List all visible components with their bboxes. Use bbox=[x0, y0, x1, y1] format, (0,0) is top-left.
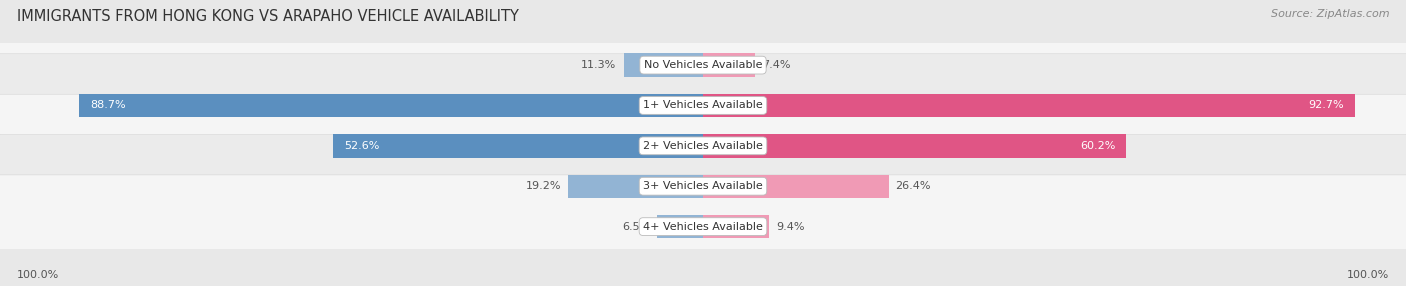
Text: 92.7%: 92.7% bbox=[1309, 100, 1344, 110]
Text: 60.2%: 60.2% bbox=[1080, 141, 1116, 151]
FancyBboxPatch shape bbox=[0, 175, 1406, 278]
Text: 26.4%: 26.4% bbox=[896, 181, 931, 191]
Text: Source: ZipAtlas.com: Source: ZipAtlas.com bbox=[1271, 9, 1389, 19]
Bar bbox=[624, 53, 703, 77]
Bar bbox=[657, 215, 703, 238]
Text: 11.3%: 11.3% bbox=[581, 60, 616, 70]
FancyBboxPatch shape bbox=[0, 94, 1406, 198]
Text: 7.4%: 7.4% bbox=[762, 60, 790, 70]
Bar bbox=[79, 94, 703, 117]
Text: 2+ Vehicles Available: 2+ Vehicles Available bbox=[643, 141, 763, 151]
Text: 88.7%: 88.7% bbox=[90, 100, 125, 110]
Text: 6.5%: 6.5% bbox=[621, 222, 650, 232]
Text: 19.2%: 19.2% bbox=[526, 181, 561, 191]
Text: 100.0%: 100.0% bbox=[1347, 270, 1389, 280]
Text: 52.6%: 52.6% bbox=[343, 141, 380, 151]
Text: 3+ Vehicles Available: 3+ Vehicles Available bbox=[643, 181, 763, 191]
Bar bbox=[703, 174, 889, 198]
Text: 9.4%: 9.4% bbox=[776, 222, 804, 232]
FancyBboxPatch shape bbox=[0, 134, 1406, 238]
Bar bbox=[703, 94, 1355, 117]
Bar bbox=[333, 134, 703, 158]
Bar bbox=[703, 215, 769, 238]
Bar bbox=[703, 53, 755, 77]
Text: IMMIGRANTS FROM HONG KONG VS ARAPAHO VEHICLE AVAILABILITY: IMMIGRANTS FROM HONG KONG VS ARAPAHO VEH… bbox=[17, 9, 519, 23]
Text: No Vehicles Available: No Vehicles Available bbox=[644, 60, 762, 70]
FancyBboxPatch shape bbox=[0, 13, 1406, 117]
Text: 4+ Vehicles Available: 4+ Vehicles Available bbox=[643, 222, 763, 232]
Bar bbox=[568, 174, 703, 198]
Text: 1+ Vehicles Available: 1+ Vehicles Available bbox=[643, 100, 763, 110]
Text: 100.0%: 100.0% bbox=[17, 270, 59, 280]
Bar bbox=[703, 134, 1126, 158]
FancyBboxPatch shape bbox=[0, 54, 1406, 157]
